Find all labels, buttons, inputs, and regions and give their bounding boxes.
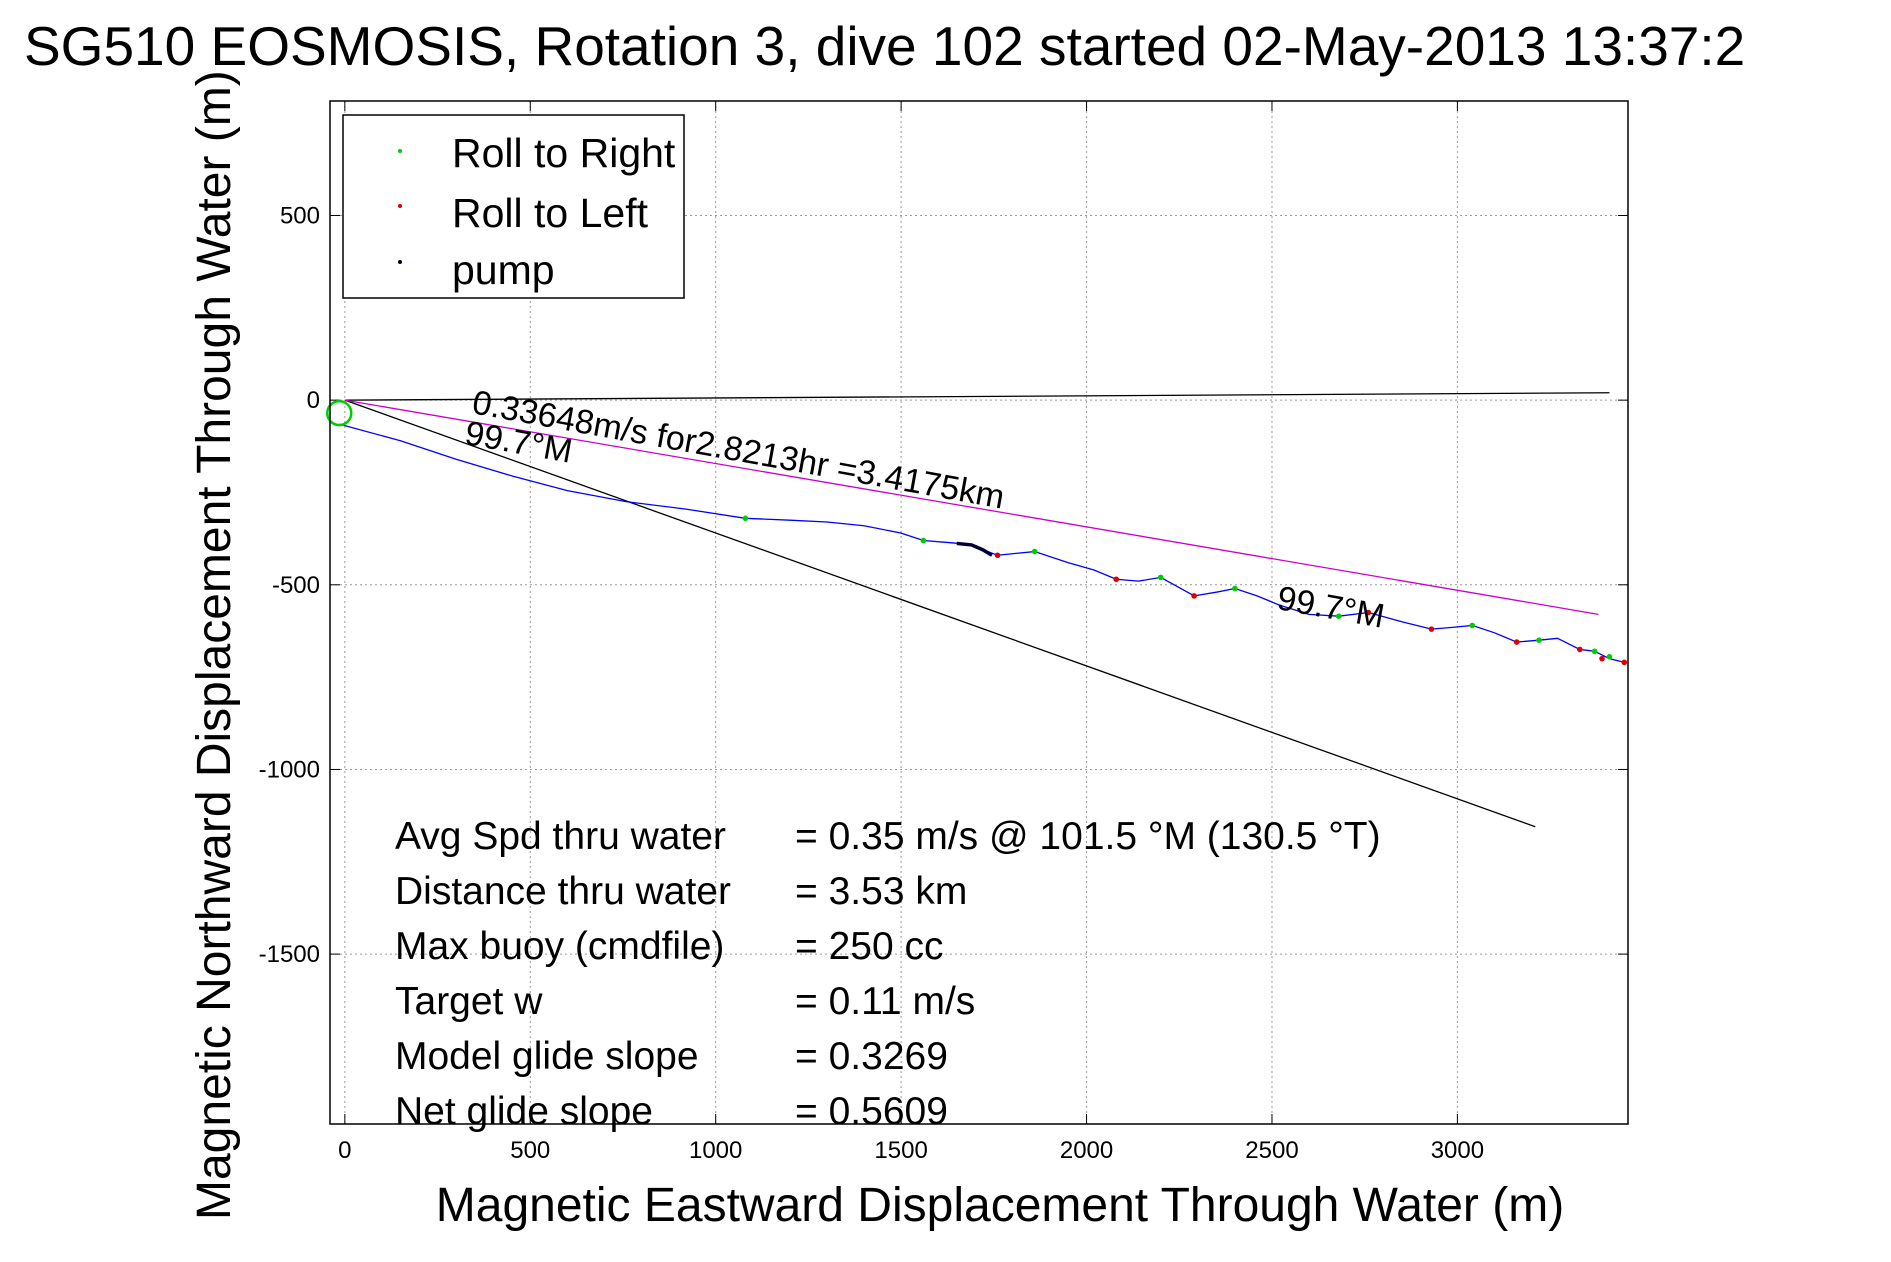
net-displacement-line	[344, 399, 1599, 615]
x-tick-label: 2500	[1245, 1137, 1298, 1164]
roll-right-point	[1232, 585, 1238, 592]
roll-left-point	[1191, 593, 1197, 599]
roll-left-point	[1113, 576, 1120, 583]
data-layer	[326, 392, 1628, 828]
roll-right-point	[1031, 548, 1038, 555]
stats-block: Avg Spd thru water = 0.35 m/s @ 101.5 °M…	[395, 815, 1381, 1133]
roll-right-point	[1335, 613, 1342, 619]
y-axis-label: Magnetic Northward Displacement Through …	[188, 70, 241, 1220]
x-tick-label: 3000	[1431, 1137, 1484, 1164]
tick-labels: 0 500 1000 1500 2000 2500 3000 500 0 -500 -1000 -15…	[259, 202, 1484, 1164]
stat-value-avg-speed: = 0.35 m/s @ 101.5 °M (130.5 °T)	[795, 815, 1381, 858]
roll-right-point	[1606, 654, 1613, 660]
legend-marker-pump	[398, 260, 402, 264]
stat-value-net-glide: = 0.5609	[795, 1090, 948, 1133]
y-tick-label: 0	[307, 387, 320, 414]
stat-value-distance: = 3.53 km	[795, 870, 967, 913]
annotations: 0.33648m/s for2.8213hr =3.4175km99.7°M99…	[462, 384, 1387, 636]
legend-label-roll-right: Roll to Right	[452, 130, 676, 176]
y-tick-label: -500	[272, 572, 320, 599]
legend-label-pump: pump	[452, 247, 555, 293]
legend: Roll to Right Roll to Left pump	[342, 114, 685, 299]
x-tick-label: 0	[338, 1137, 351, 1164]
roll-right-point	[1157, 574, 1164, 581]
y-tick-label: -1500	[259, 941, 320, 968]
stat-label-distance: Distance thru water	[395, 870, 731, 913]
roll-right-point	[920, 537, 927, 544]
legend-marker-roll-right	[398, 149, 402, 153]
roll-right-point	[1469, 622, 1476, 629]
plot-frame	[329, 100, 1629, 1125]
roll-right-point	[1591, 648, 1598, 655]
roll-left-point	[994, 552, 1001, 559]
roll-left-point	[1428, 626, 1435, 632]
roll-left-point	[1513, 639, 1520, 645]
roll-right-point	[1536, 637, 1542, 643]
stat-label-target-w: Target w	[395, 980, 543, 1023]
y-tick-label: 500	[280, 202, 320, 229]
roll-left-point	[1365, 609, 1372, 616]
y-tick-label: -1000	[259, 756, 320, 783]
stat-label-avg-speed: Avg Spd thru water	[395, 815, 726, 858]
heading-reference-line	[344, 392, 1610, 401]
x-tick-label: 1500	[874, 1137, 927, 1164]
legend-label-roll-left: Roll to Left	[452, 190, 649, 236]
stat-label-net-glide: Net glide slope	[395, 1090, 653, 1133]
roll-right-point	[742, 515, 749, 522]
heading-annotation: 99.7°M	[1274, 579, 1387, 636]
x-tick-label: 1000	[689, 1137, 742, 1164]
start-marker	[326, 399, 353, 427]
roll-left-point	[1621, 659, 1628, 666]
stat-value-max-buoy: = 250 cc	[795, 925, 944, 968]
chart-title: SG510 EOSMOSIS, Rotation 3, dive 102 sta…	[24, 15, 1745, 77]
stat-label-model-glide: Model glide slope	[395, 1035, 699, 1078]
pump-segment	[956, 541, 993, 557]
stat-value-target-w: = 0.11 m/s	[795, 980, 975, 1023]
grid	[330, 101, 1628, 1124]
depth-average-current-line	[344, 399, 1536, 828]
x-tick-label: 500	[510, 1137, 550, 1164]
roll-left-point	[1599, 655, 1605, 662]
stat-value-model-glide: = 0.3269	[795, 1035, 948, 1078]
stat-label-max-buoy: Max buoy (cmdfile)	[395, 925, 724, 968]
legend-marker-roll-left	[398, 204, 402, 208]
x-axis-label: Magnetic Eastward Displacement Through W…	[436, 1179, 1564, 1232]
x-tick-label: 2000	[1060, 1137, 1113, 1164]
roll-left-point	[1576, 646, 1583, 653]
